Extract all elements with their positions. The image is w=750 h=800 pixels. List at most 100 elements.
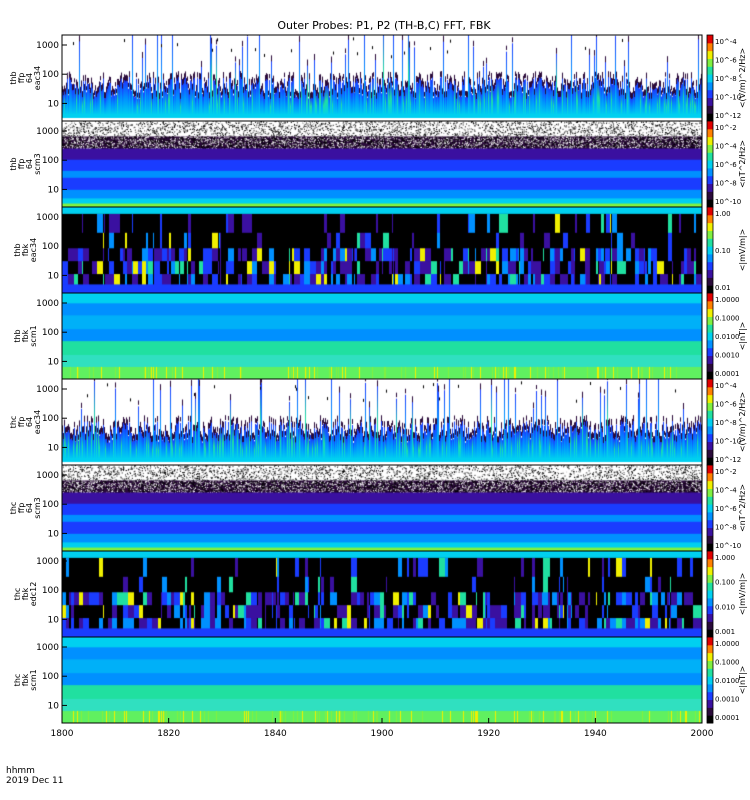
colorbar-tick-label: 10^-8 <box>715 75 737 83</box>
y-axis-label-line: thb <box>9 71 18 84</box>
colorbar-segment <box>707 183 713 192</box>
spectrogram-image <box>62 121 702 207</box>
colorbar: 10^-4 10^-6 10^-8 10^-10 10^-12 <(V/m)^2/Hz> <box>706 34 747 122</box>
colorbar-tick-label: 1.0000 <box>715 640 740 648</box>
colorbar-segment <box>707 97 713 106</box>
y-axis-label-line: ffp <box>17 503 26 514</box>
colorbar-segment <box>707 144 713 153</box>
colorbar-segment <box>707 324 713 333</box>
y-tick-label: 1000 <box>36 643 59 653</box>
y-axis-label-line: 64 <box>25 503 34 513</box>
y-axis-label-line: fbk <box>21 673 30 686</box>
y-axis-label-line: fbk <box>21 243 30 256</box>
colorbar-segment <box>707 371 713 380</box>
colorbar-tick-label: 0.10 <box>715 247 731 255</box>
colorbar-segment <box>707 527 713 536</box>
colorbar-segment <box>707 253 713 263</box>
colorbar-segment <box>707 394 713 403</box>
colorbar-segment <box>707 363 713 372</box>
y-axis-label-line: thc <box>9 502 18 515</box>
colorbar-segment <box>707 238 713 247</box>
colorbar-segment <box>707 207 713 216</box>
colorbar-segment <box>707 574 713 583</box>
colorbar-segment <box>707 566 713 575</box>
colorbar: 10^-4 10^-6 10^-8 10^-10 10^-12 <(V/m)^2/Hz> <box>706 378 747 466</box>
spectrogram-image <box>62 637 702 723</box>
colorbar-segment <box>707 707 713 716</box>
colorbar-frame <box>706 636 714 724</box>
y-tick-label: 100 <box>42 672 59 682</box>
colorbar-segment <box>707 496 713 505</box>
colorbar: 1.000 0.100 0.010 0.001 <|mV/m|> <box>706 550 747 638</box>
colorbar-segment <box>707 261 713 271</box>
y-tick-label: 10 <box>48 185 60 195</box>
colorbar-segment <box>707 293 713 302</box>
colorbar-tick-label: 10^-2 <box>715 124 737 132</box>
colorbar-label: <|nT|> <box>738 322 747 351</box>
colorbar-segment <box>707 136 713 145</box>
y-axis-label-line: scm3 <box>33 153 42 174</box>
colorbar: 10^-2 10^-4 10^-6 10^-8 10^-10 <nT^2/Hz> <box>706 120 747 208</box>
colorbar-tick-label: 10^-10 <box>715 94 741 102</box>
colorbar-segment <box>707 50 713 59</box>
y-axis-label-line: scm1 <box>29 325 38 346</box>
colorbar-label: <(V/m)^2/Hz> <box>738 48 747 108</box>
x-tick-label: 1820 <box>157 729 180 739</box>
y-tick-label: 10 <box>48 357 60 367</box>
colorbar-tick-label: 10^-6 <box>715 401 737 409</box>
colorbar-segment <box>707 339 713 349</box>
y-tick-label: 10 <box>48 529 60 539</box>
y-axis-label-line: ffp <box>17 417 26 428</box>
colorbar-segment <box>707 629 713 638</box>
colorbar-label: <(V/m)^2/Hz> <box>738 392 747 452</box>
colorbar-segment <box>707 42 713 52</box>
colorbar-label: <nT^2/Hz> <box>738 140 747 188</box>
colorbar-tick-label: 10^-4 <box>715 487 737 495</box>
y-tick-label: 1000 <box>36 385 59 395</box>
colorbar-tick-label: 10^-8 <box>715 180 737 188</box>
colorbar: 1.0000 0.1000 0.0100 0.0010 0.0001 <|nT|> <box>706 636 747 724</box>
y-axis-label-line: eac34 <box>33 66 42 90</box>
colorbar-tick-label: 0.0010 <box>715 696 740 704</box>
spectrogram-image <box>62 379 702 465</box>
colorbar-tick-label: 0.1000 <box>715 659 740 667</box>
colorbar-segment <box>707 269 713 278</box>
colorbar-segment <box>707 410 713 419</box>
colorbar-tick-label: 10^-6 <box>715 57 737 65</box>
colorbar-tick-label: 0.1000 <box>715 315 740 323</box>
y-tick-label: 1000 <box>36 41 59 51</box>
colorbar-tick-label: 10^-8 <box>715 524 737 532</box>
y-tick-label: 10 <box>48 99 60 109</box>
colorbar-segment <box>707 535 713 544</box>
y-axis-label-line: thc <box>9 416 18 429</box>
y-tick-label: 10 <box>48 271 60 281</box>
colorbar-segment <box>707 652 713 661</box>
y-axis-label-line: thc <box>13 588 22 601</box>
colorbar-segment <box>707 379 713 388</box>
y-axis-label-line: edc12 <box>29 582 38 607</box>
colorbar-segment <box>707 246 713 255</box>
chart-title: Outer Probes: P1, P2 (TH-B,C) FFT, FBK <box>277 19 491 32</box>
y-axis-label-line: ffp <box>17 159 26 170</box>
y-axis-label-line: fbk <box>21 587 30 600</box>
y-axis-label-line: 64 <box>25 159 34 169</box>
colorbar-tick-label: 10^-2 <box>715 468 737 476</box>
y-axis-label-line: eac34 <box>33 410 42 434</box>
colorbar-segment <box>707 637 713 646</box>
y-tick-label: 10 <box>48 701 60 711</box>
colorbar-segment <box>707 58 713 67</box>
y-axis-label-line: 64 <box>25 417 34 427</box>
colorbar-segment <box>707 433 713 443</box>
y-tick-label: 100 <box>42 156 59 166</box>
spectrogram-image <box>62 551 702 637</box>
colorbar-segment <box>707 605 713 615</box>
colorbar-segment <box>707 199 713 208</box>
colorbar-tick-label: 10^-10 <box>715 438 741 446</box>
colorbar-label: <nT^2/Hz> <box>738 484 747 532</box>
colorbar-segment <box>707 300 713 310</box>
x-axis-label-line-1: hhmm <box>6 766 35 776</box>
colorbar-label: <|nT|> <box>738 666 747 695</box>
colorbar-segment <box>707 66 713 75</box>
colorbar-segment <box>707 191 713 200</box>
